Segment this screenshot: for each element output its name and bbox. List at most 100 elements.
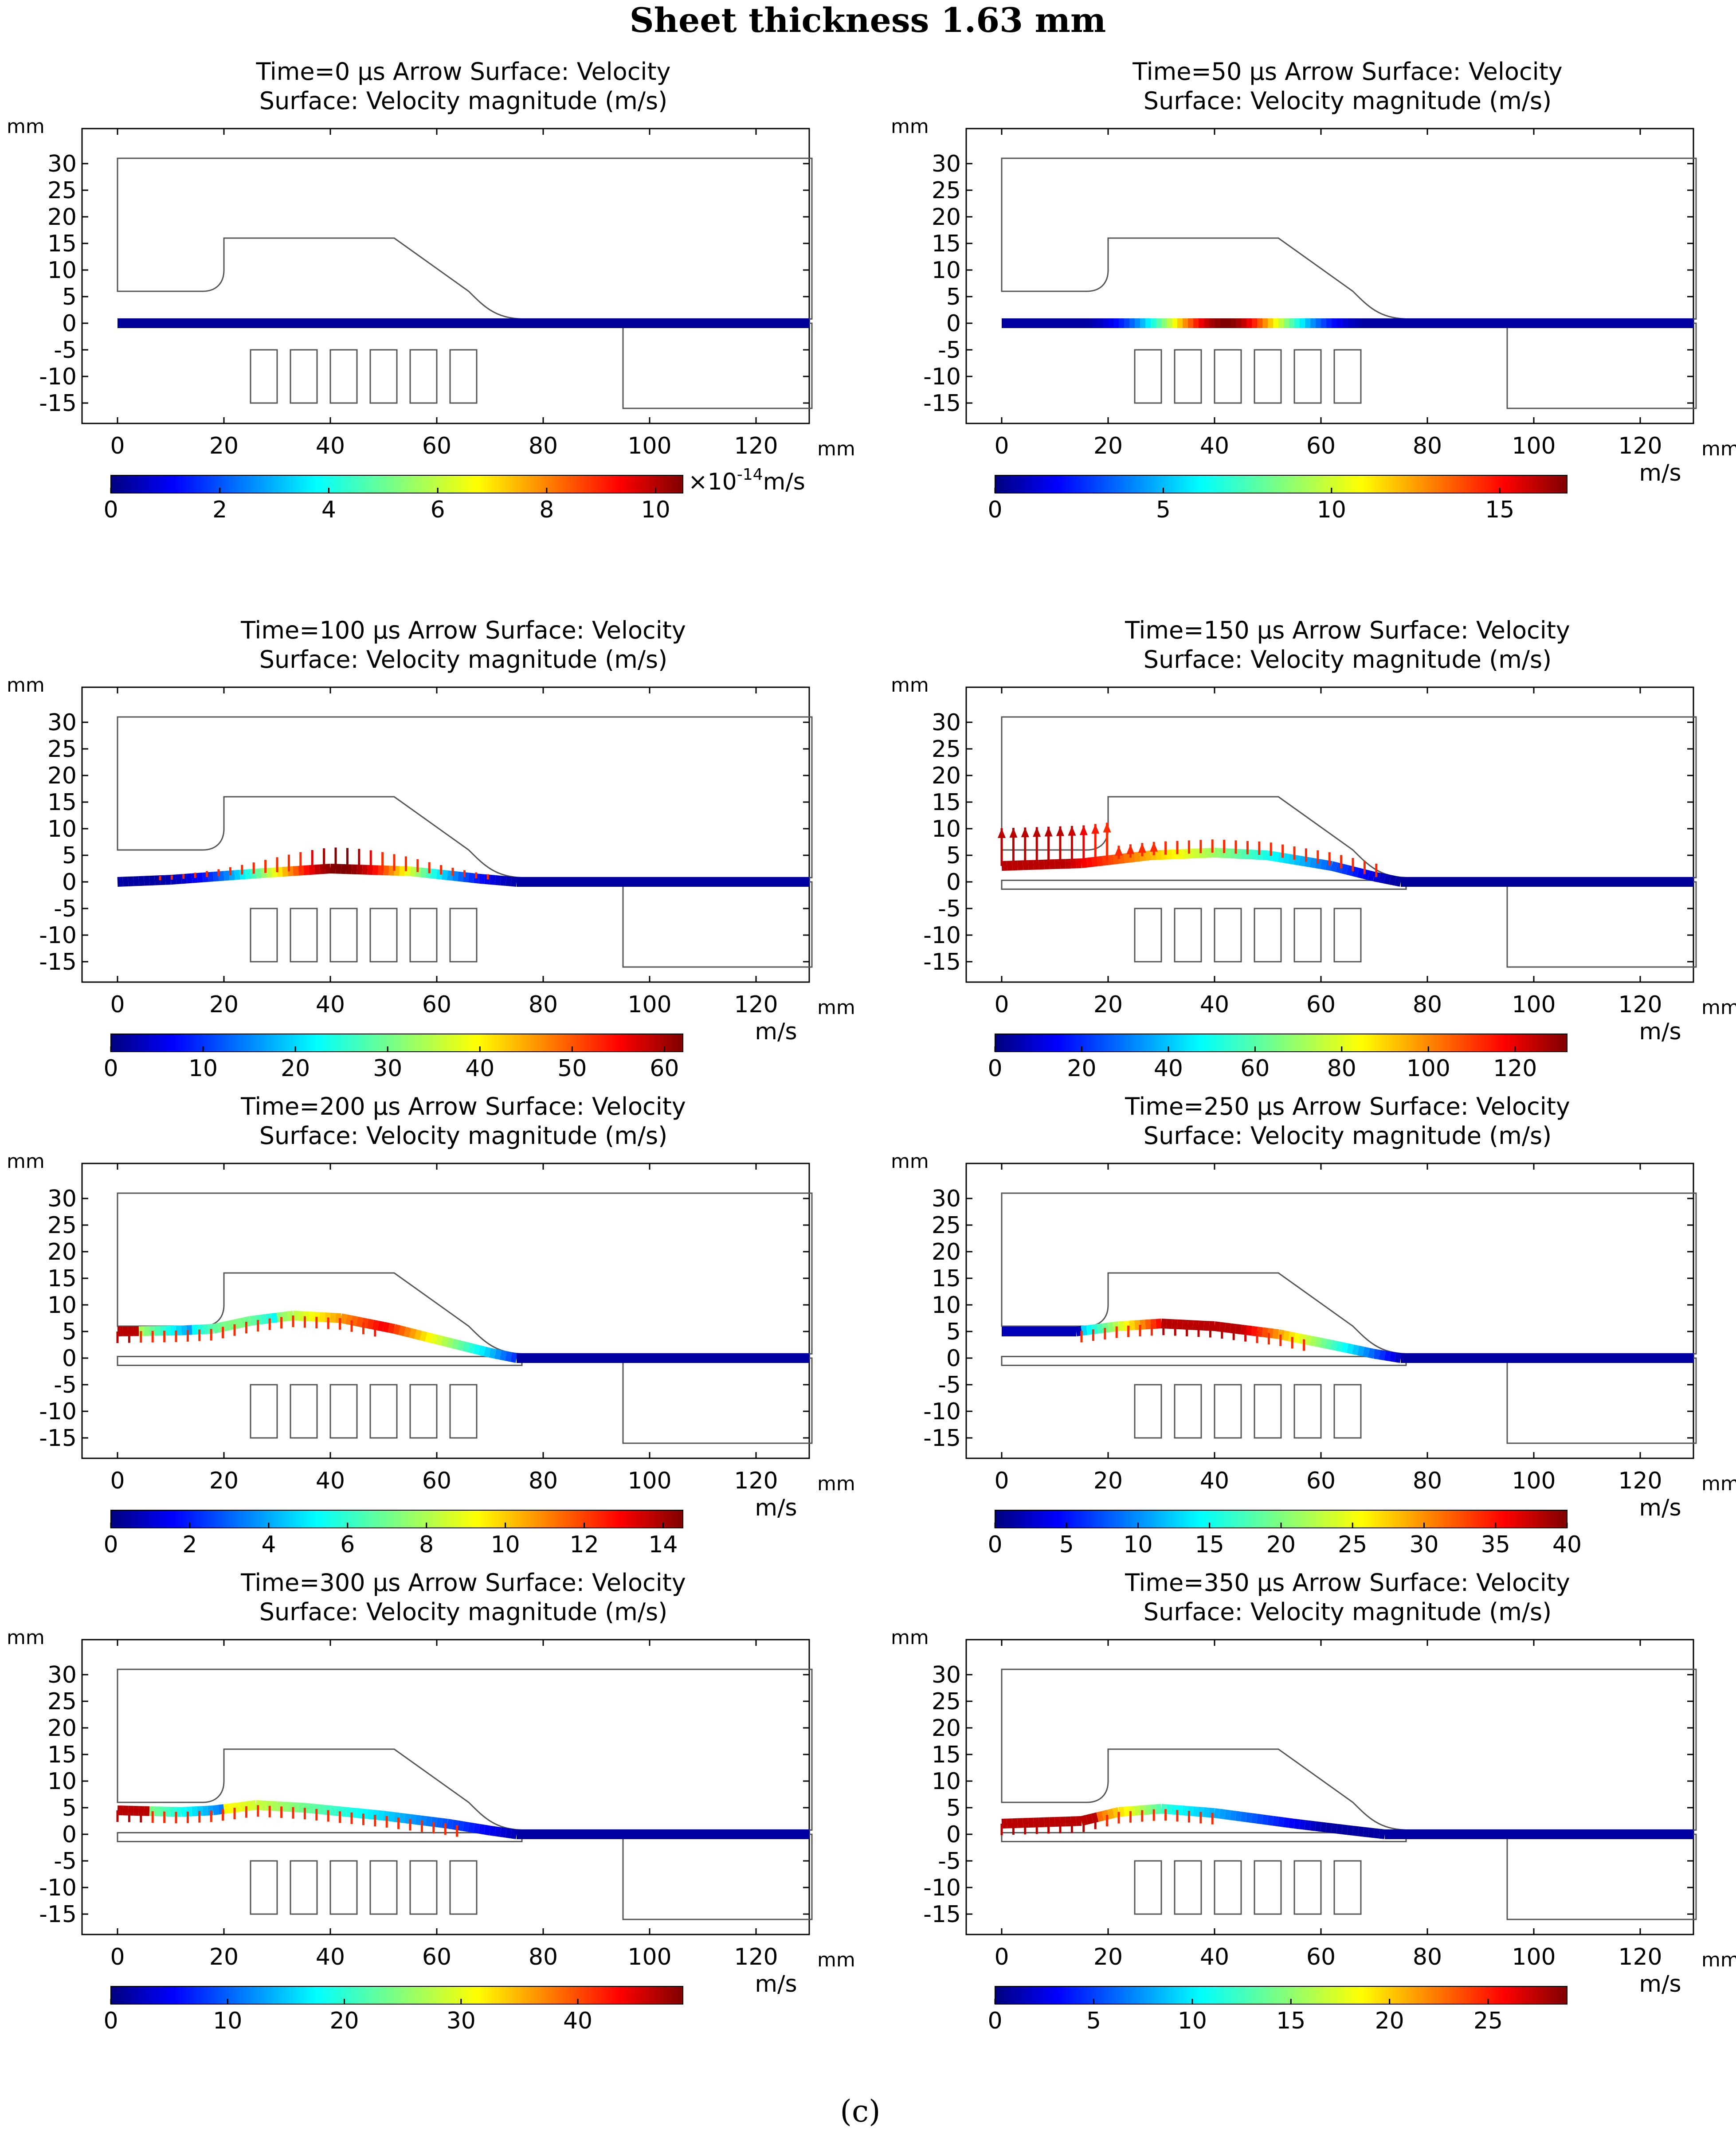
figure-caption: (c)	[840, 2094, 880, 2129]
coil-winding	[409, 1860, 438, 1915]
sheet-segment	[1389, 1351, 1396, 1362]
colorbar-tick-label: 60	[1240, 1055, 1270, 1082]
colorbar-tick-label: 60	[650, 1055, 679, 1082]
sheet-segment	[250, 1800, 257, 1811]
sheet-segment	[441, 1336, 449, 1347]
sheet-segment	[1150, 850, 1156, 860]
sheet-segment	[1235, 1324, 1242, 1335]
sheet-segment	[1357, 868, 1365, 879]
sheet-segment	[441, 1818, 448, 1829]
y-axis-unit: mm	[891, 1150, 929, 1173]
colorbar-unit: m/s	[1639, 1018, 1681, 1045]
sheet-segment	[1081, 1325, 1088, 1336]
colorbar	[995, 1034, 1567, 1052]
colorbar-tick-label: 40	[465, 1055, 494, 1082]
x-tick-label: 80	[529, 433, 558, 459]
sheet-segment	[1080, 1815, 1088, 1826]
y-tick-label: 15	[47, 789, 77, 816]
sheet-segment	[1246, 1325, 1253, 1336]
sheet-segment	[489, 1348, 497, 1359]
panel-surface-title: Surface: Velocity magnitude (m/s)	[259, 87, 667, 115]
sheet-segment	[1384, 1351, 1391, 1362]
x-tick-label: 120	[1618, 433, 1662, 459]
colorbar-tick-label: 25	[1473, 2008, 1503, 2034]
sheet-segment	[1314, 1337, 1322, 1347]
y-tick-label: -10	[923, 1875, 961, 1901]
sheet-segment	[414, 1329, 422, 1340]
blankholder-outline	[622, 1357, 813, 1444]
y-tick-label: 20	[47, 763, 77, 789]
y-tick-label: 0	[62, 1821, 77, 1848]
panel-time-title: Time=100 µs Arrow Surface: Velocity	[240, 616, 686, 644]
y-tick-label: 25	[47, 736, 77, 763]
y-tick-label: 5	[946, 842, 961, 869]
colorbar	[995, 1986, 1567, 2005]
sheet-segment	[1368, 870, 1375, 881]
coil-winding	[1254, 349, 1282, 404]
y-tick-label: 20	[47, 1715, 77, 1742]
sheet-segment	[1101, 1809, 1109, 1821]
y-tick-label: 30	[932, 151, 961, 177]
colorbar-unit: m/s	[1639, 1971, 1681, 1997]
sheet-segment	[500, 1827, 507, 1838]
sheet-segment	[192, 1806, 198, 1817]
colorbar-tick-label: 20	[329, 2008, 359, 2034]
colorbar	[110, 1986, 683, 2005]
plot-frame	[81, 1639, 810, 1935]
sheet-segment	[1383, 874, 1391, 885]
sheet-segment	[1096, 1811, 1104, 1822]
sheet-segment	[271, 1312, 278, 1323]
y-tick-label: -5	[54, 337, 77, 364]
coil-winding	[449, 349, 478, 404]
sheet-segment	[1394, 876, 1402, 887]
colorbar-tick-label: 0	[988, 1055, 1002, 1082]
x-tick-label: 120	[734, 1468, 778, 1494]
sheet-segment	[467, 1343, 475, 1354]
x-tick-label: 0	[994, 1468, 1009, 1494]
colorbar	[110, 1034, 683, 1052]
y-tick-label: -5	[938, 1372, 961, 1398]
colorbar-tick-label: 12	[570, 1531, 599, 1558]
panel-7: Time=350 µs Arrow Surface: VelocitySurfa…	[891, 1569, 1736, 2034]
colorbar-unit: m/s	[1639, 1495, 1681, 1521]
sheet-segment	[404, 1813, 411, 1824]
colorbar	[110, 475, 683, 493]
plot-frame	[81, 1163, 810, 1459]
colorbar-tick-label: 40	[1552, 1531, 1582, 1558]
sheet-segment	[1341, 1342, 1349, 1353]
sheet-segment	[266, 1801, 272, 1811]
y-tick-label: 15	[47, 1265, 77, 1292]
velocity-arrow-head	[1115, 846, 1123, 856]
sheet-segment	[314, 864, 320, 875]
die-outline	[1001, 157, 1697, 320]
x-axis-unit: mm	[1701, 438, 1736, 460]
sheet-segment	[319, 1804, 326, 1815]
x-tick-label: 20	[209, 991, 239, 1018]
colorbar-tick-label: 14	[648, 1531, 678, 1558]
sheet-segment	[451, 1339, 459, 1350]
y-tick-label: 10	[932, 1768, 961, 1795]
sheet-segment	[1145, 1805, 1151, 1815]
coil-winding	[409, 1384, 438, 1439]
velocity-arrow-head	[1044, 826, 1053, 837]
sheet-segment	[478, 1824, 486, 1835]
coil-winding	[1134, 349, 1162, 404]
sheet-segment	[1341, 864, 1349, 875]
figure-title: Sheet thickness 1.63 mm	[630, 0, 1106, 40]
blankholder-outline	[1506, 881, 1697, 968]
sheet-segment	[1145, 1319, 1151, 1330]
sheet-segment	[1203, 1807, 1210, 1818]
sheet-segment	[212, 1805, 219, 1815]
sheet-segment	[1389, 875, 1397, 886]
sheet-segment	[1283, 853, 1290, 864]
y-tick-label: 20	[47, 204, 77, 231]
coil-winding	[369, 349, 398, 404]
sheet-segment	[1288, 1818, 1295, 1829]
y-tick-label: -5	[54, 896, 77, 922]
y-tick-label: -5	[938, 1848, 961, 1875]
coil-winding	[1174, 908, 1202, 963]
sheet-segment	[1352, 1344, 1360, 1355]
x-tick-label: 20	[1093, 433, 1123, 459]
insulator-outline	[1001, 879, 1407, 890]
sheet-segment	[1272, 1816, 1279, 1827]
